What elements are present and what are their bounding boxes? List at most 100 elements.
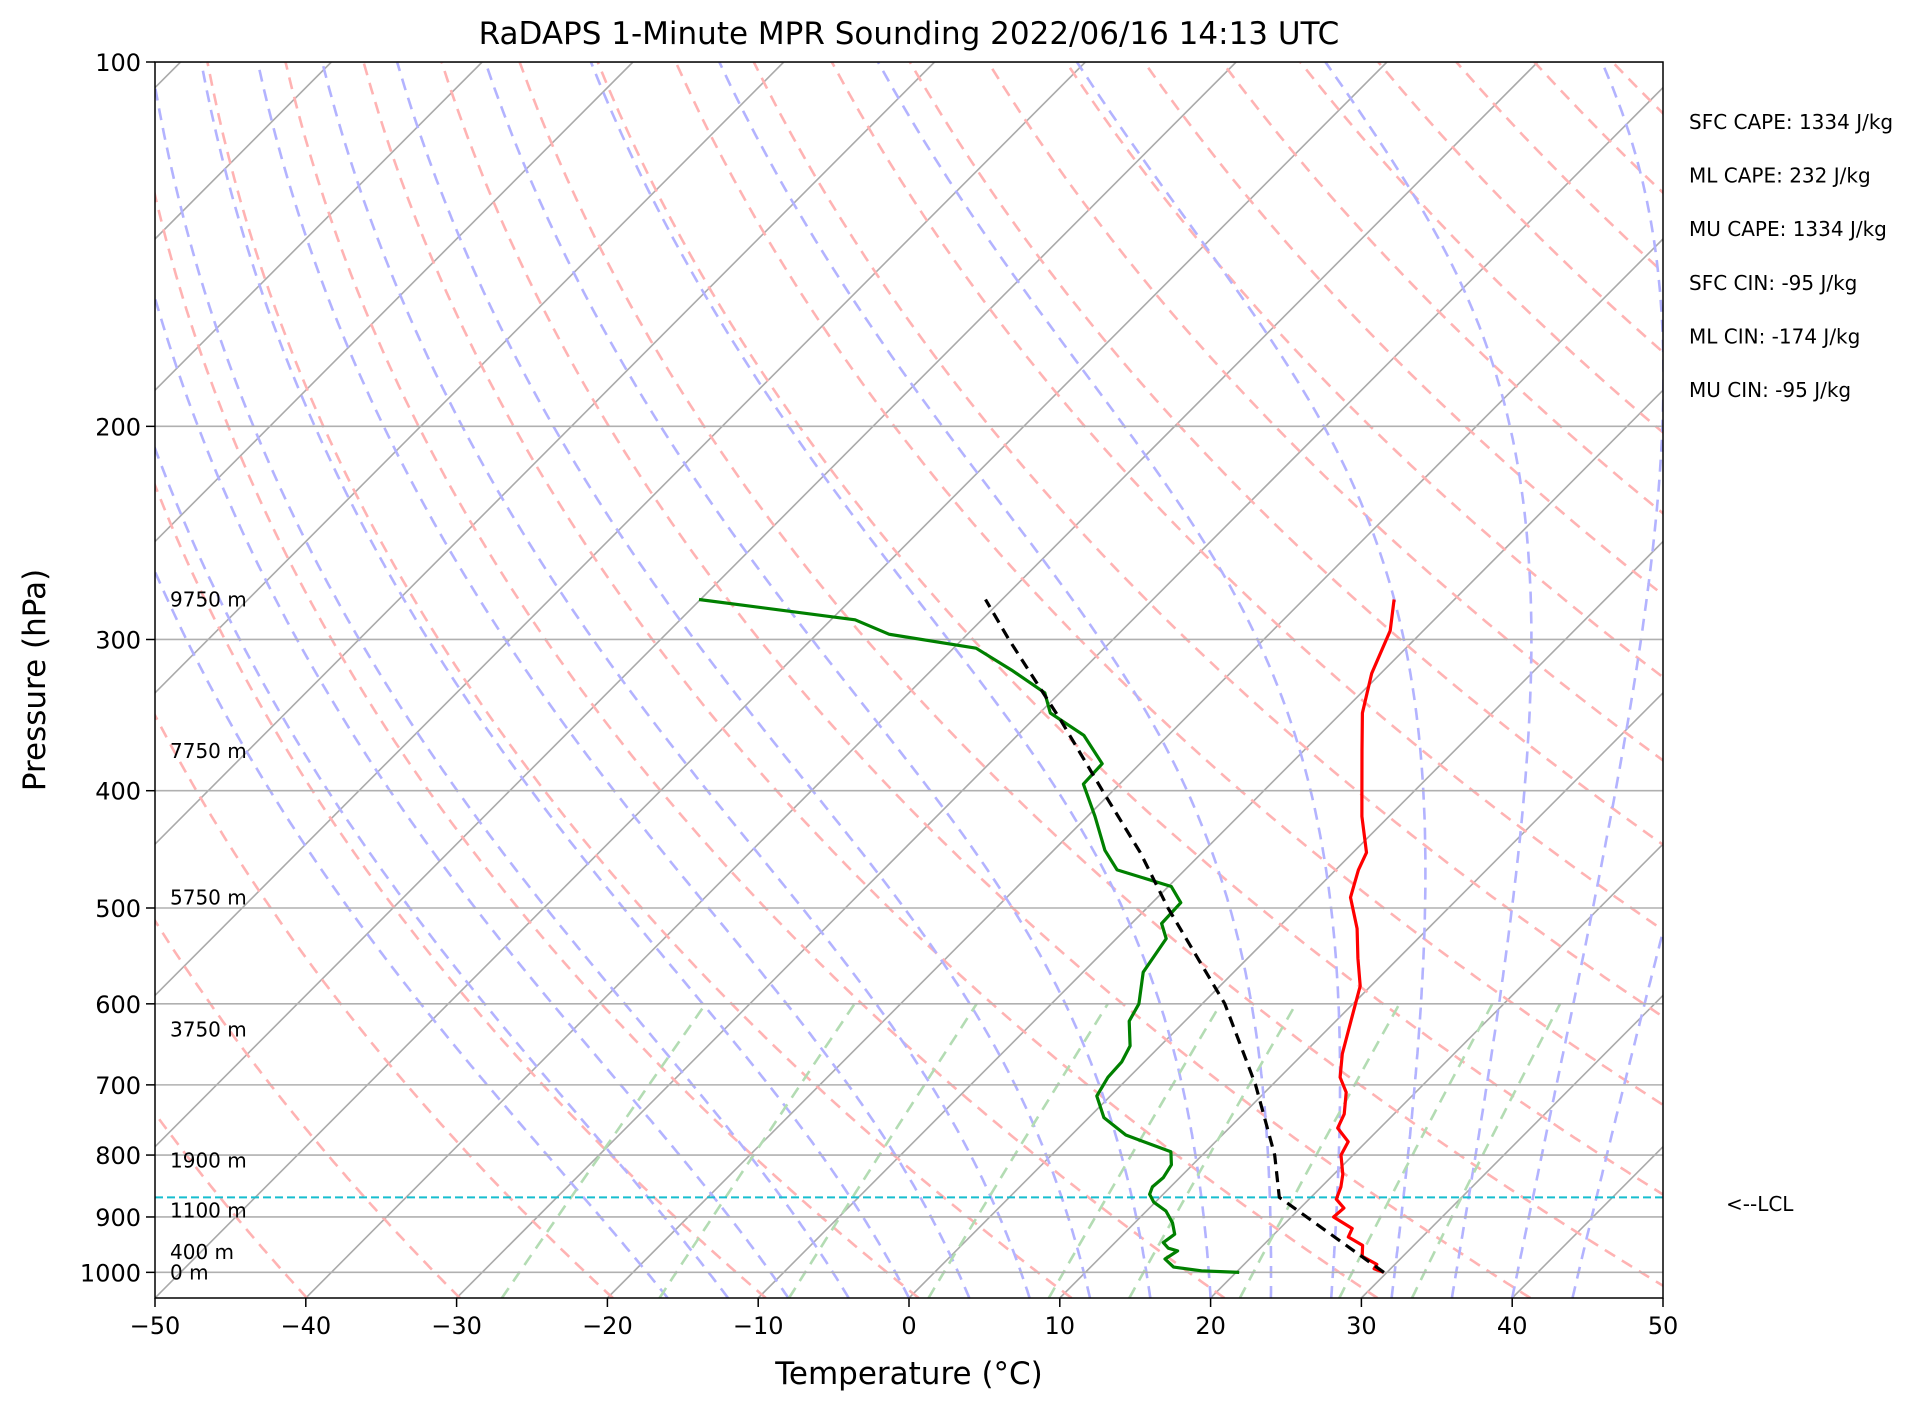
isotherm-line — [1511, 1145, 1663, 1298]
moist-adiabat-line — [155, 78, 850, 1298]
dry-adiabat-line — [1377, 62, 1663, 354]
isotherm-line — [155, 62, 634, 543]
moist-adiabat-line — [484, 62, 1152, 1298]
moist-adiabat-line — [155, 293, 790, 1298]
y-axis: 100 200 300 400 500 600 700 800 900 1000 — [80, 49, 155, 1287]
y-tick-label: 900 — [95, 1204, 141, 1232]
y-tick-label: 100 — [95, 49, 141, 77]
background-lines — [0, 62, 1925, 1298]
moist-adiabat-line — [589, 62, 1212, 1298]
moist-adiabat-line — [718, 62, 1273, 1298]
stat-line: ML CAPE: 232 J/kg — [1689, 164, 1871, 188]
dry-adiabat-line — [596, 62, 1663, 1196]
stat-line: ML CIN: -174 J/kg — [1689, 324, 1860, 348]
stats-panel: SFC CAPE: 1334 J/kg ML CAPE: 232 J/kg MU C… — [1689, 110, 1893, 402]
stat-line: SFC CIN: -95 J/kg — [1689, 271, 1857, 295]
dry-adiabat-line — [986, 62, 1663, 763]
moist-adiabat-line — [155, 568, 669, 1298]
isotherm-line — [1210, 842, 1663, 1298]
dry-adiabat-line — [1533, 62, 1663, 195]
mixing-ratio-line — [787, 1003, 978, 1298]
isotherm-line — [155, 62, 1388, 1298]
mixing-ratio-line — [658, 1003, 856, 1298]
y-tick-label: 500 — [95, 895, 141, 923]
moist-adiabat-line — [1075, 62, 1427, 1298]
stat-line: MU CAPE: 1334 J/kg — [1689, 217, 1887, 241]
moist-adiabat-line — [256, 62, 971, 1298]
moist-adiabat-line — [320, 62, 1031, 1298]
dry-adiabat-line — [1455, 62, 1663, 275]
x-axis-label: Temperature (°C) — [774, 1356, 1043, 1392]
isotherm-line — [155, 62, 785, 694]
dewpoint-line — [698, 597, 1240, 1274]
x-tick-label: −20 — [582, 1312, 633, 1340]
isotherm-line — [757, 389, 1663, 1298]
y-tick-label: 700 — [95, 1072, 141, 1100]
dry-adiabat-line — [1064, 62, 1663, 679]
dry-adiabat-line — [1769, 62, 1925, 1298]
dry-adiabat-line — [908, 62, 1663, 847]
x-tick-label: 50 — [1648, 1312, 1679, 1340]
moist-adiabat-line — [876, 62, 1342, 1298]
moist-adiabat-line — [1571, 926, 1663, 1298]
isotherm-line — [155, 62, 936, 846]
x-axis: −50 −40 −30 −20 −10 0 10 20 30 40 50 — [130, 1298, 1679, 1340]
x-tick-label: 20 — [1195, 1312, 1226, 1340]
y-axis-label: Pressure (hPa) — [17, 569, 53, 791]
dry-adiabat-line — [440, 62, 1532, 1298]
height-label: 0 m — [170, 1260, 209, 1284]
dry-adiabat-line — [362, 62, 1379, 1298]
isotherm-line — [155, 62, 1237, 1148]
x-tick-label: −30 — [431, 1312, 482, 1340]
height-label: 1100 m — [170, 1199, 247, 1223]
temperature-line — [1331, 599, 1396, 1274]
x-tick-label: 30 — [1346, 1312, 1377, 1340]
dry-adiabat-line — [518, 62, 1663, 1288]
dry-adiabat-line — [1611, 62, 1663, 116]
isotherm-line — [908, 540, 1663, 1298]
mixing-ratio-line — [1047, 1003, 1222, 1298]
lcl-label: <--LCL — [1726, 1192, 1794, 1216]
isotherm-line — [1360, 994, 1663, 1298]
dry-adiabat-line — [1143, 62, 1663, 597]
dry-adiabat-line — [830, 62, 1663, 932]
x-tick-label: −50 — [130, 1312, 181, 1340]
mixing-ratio-line — [1338, 1003, 1494, 1298]
chart-title: RaDAPS 1-Minute MPR Sounding 2022/06/16 … — [479, 16, 1340, 52]
height-label: 400 m — [170, 1240, 234, 1264]
mixing-ratio-line — [1128, 1003, 1298, 1298]
y-tick-label: 200 — [95, 413, 141, 441]
dry-adiabat-line — [0, 62, 1, 1298]
dry-adiabat-line — [155, 712, 614, 1298]
height-labels: 9750 m 7750 m 5750 m 3750 m 1900 m 1100 m 400 … — [170, 587, 247, 1284]
dry-adiabat-line — [1691, 62, 1925, 1298]
x-tick-label: −40 — [280, 1312, 331, 1340]
parcel-line — [984, 598, 1385, 1274]
x-tick-label: 40 — [1497, 1312, 1528, 1340]
isotherm-line — [606, 237, 1663, 1298]
dry-adiabat-line — [206, 62, 1073, 1298]
isotherm-line — [1059, 691, 1663, 1298]
dry-adiabat-line — [674, 62, 1663, 1107]
moist-adiabat-line — [1324, 62, 1533, 1298]
stat-line: SFC CAPE: 1334 J/kg — [1689, 110, 1893, 134]
pressure-gridlines — [155, 62, 1663, 1274]
mixing-ratio-line — [1238, 1003, 1401, 1298]
dry-adiabat-line — [155, 189, 920, 1298]
mixing-ratio-line — [1410, 1003, 1562, 1298]
isotherm-line — [1662, 1296, 1663, 1298]
height-label: 1900 m — [170, 1148, 247, 1172]
isotherm-line — [155, 62, 1086, 997]
y-tick-label: 400 — [95, 778, 141, 806]
stat-line: MU CIN: -95 J/kg — [1689, 378, 1851, 402]
dry-adiabat-line — [155, 918, 461, 1298]
dry-adiabat-line — [1299, 62, 1663, 435]
isotherm-line — [155, 62, 483, 392]
mixing-ratio-line — [927, 1003, 1109, 1298]
moist-adiabat-line — [199, 62, 911, 1298]
x-tick-label: 10 — [1045, 1312, 1076, 1340]
x-tick-label: 0 — [901, 1312, 916, 1340]
height-label: 5750 m — [170, 885, 247, 909]
y-tick-label: 800 — [95, 1142, 141, 1170]
